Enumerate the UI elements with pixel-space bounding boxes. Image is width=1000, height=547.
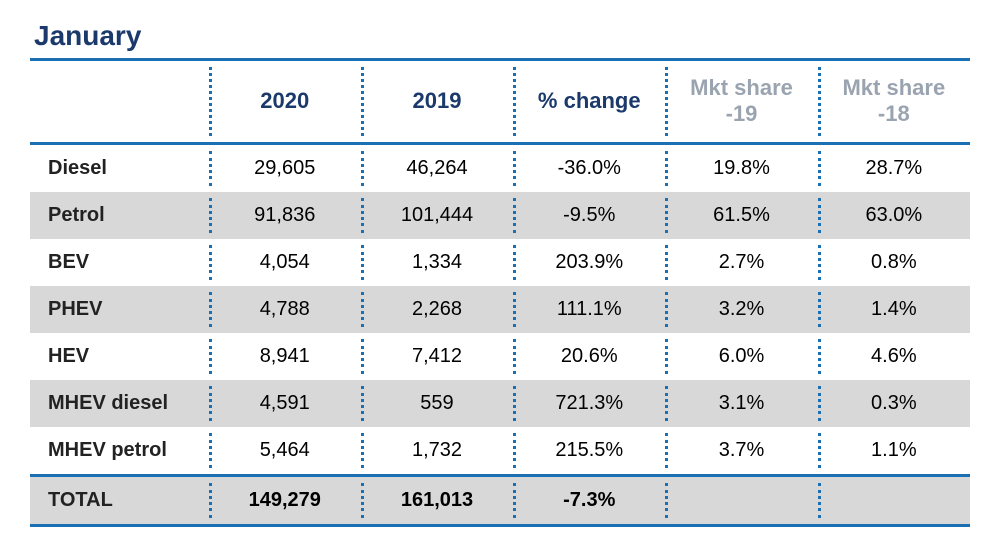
table-row: PHEV4,7882,268111.1%3.2%1.4% [30,286,970,333]
table-body: Diesel29,60546,264-36.0%19.8%28.7%Petrol… [30,143,970,525]
cell-2019: 559 [361,380,513,427]
cell-pct-change: 721.3% [513,380,665,427]
table-row: Diesel29,60546,264-36.0%19.8%28.7% [30,143,970,192]
total-label: TOTAL [30,475,209,525]
col-header-mkt-share-19: Mkt share -19 [665,60,817,144]
table-total-row: TOTAL149,279161,013-7.3% [30,475,970,525]
cell-2020: 4,591 [209,380,361,427]
cell-pct-change: 203.9% [513,239,665,286]
cell-2019: 46,264 [361,143,513,192]
col-header-mkt-share-18: Mkt share -18 [818,60,970,144]
row-label: PHEV [30,286,209,333]
cell-mkt-share-19: 6.0% [665,333,817,380]
cell-mkt-share-19: 3.2% [665,286,817,333]
cell-2019: 1,334 [361,239,513,286]
total-mkt-share-19 [665,475,817,525]
cell-pct-change: 215.5% [513,427,665,476]
table-row: HEV8,9417,41220.6%6.0%4.6% [30,333,970,380]
cell-mkt-share-19: 3.7% [665,427,817,476]
cell-mkt-share-19: 61.5% [665,192,817,239]
data-table: 2020 2019 % change Mkt share -19 Mkt sha… [30,58,970,527]
cell-mkt-share-18: 1.1% [818,427,970,476]
cell-pct-change: 111.1% [513,286,665,333]
table-header-row: 2020 2019 % change Mkt share -19 Mkt sha… [30,60,970,144]
row-label: MHEV petrol [30,427,209,476]
cell-2019: 2,268 [361,286,513,333]
cell-pct-change: 20.6% [513,333,665,380]
total-2019: 161,013 [361,475,513,525]
page-title: January [30,20,970,52]
cell-mkt-share-18: 0.3% [818,380,970,427]
cell-mkt-share-19: 19.8% [665,143,817,192]
cell-pct-change: -36.0% [513,143,665,192]
cell-2019: 7,412 [361,333,513,380]
cell-mkt-share-19: 2.7% [665,239,817,286]
col-header-pct-change: % change [513,60,665,144]
cell-2020: 4,054 [209,239,361,286]
row-label: MHEV diesel [30,380,209,427]
row-label: Diesel [30,143,209,192]
row-label: Petrol [30,192,209,239]
cell-mkt-share-18: 63.0% [818,192,970,239]
total-mkt-share-18 [818,475,970,525]
col-header-2019: 2019 [361,60,513,144]
table-row: Petrol91,836101,444-9.5%61.5%63.0% [30,192,970,239]
row-label: BEV [30,239,209,286]
cell-mkt-share-18: 0.8% [818,239,970,286]
col-header-label [30,60,209,144]
cell-mkt-share-19: 3.1% [665,380,817,427]
cell-pct-change: -9.5% [513,192,665,239]
total-2020: 149,279 [209,475,361,525]
col-header-2020: 2020 [209,60,361,144]
table-row: MHEV petrol5,4641,732215.5%3.7%1.1% [30,427,970,476]
table-row: BEV4,0541,334203.9%2.7%0.8% [30,239,970,286]
cell-2020: 29,605 [209,143,361,192]
cell-mkt-share-18: 28.7% [818,143,970,192]
cell-mkt-share-18: 1.4% [818,286,970,333]
total-pct-change: -7.3% [513,475,665,525]
cell-2019: 101,444 [361,192,513,239]
cell-2020: 91,836 [209,192,361,239]
table-row: MHEV diesel4,591559721.3%3.1%0.3% [30,380,970,427]
cell-2020: 5,464 [209,427,361,476]
cell-2020: 8,941 [209,333,361,380]
cell-2019: 1,732 [361,427,513,476]
row-label: HEV [30,333,209,380]
cell-2020: 4,788 [209,286,361,333]
cell-mkt-share-18: 4.6% [818,333,970,380]
